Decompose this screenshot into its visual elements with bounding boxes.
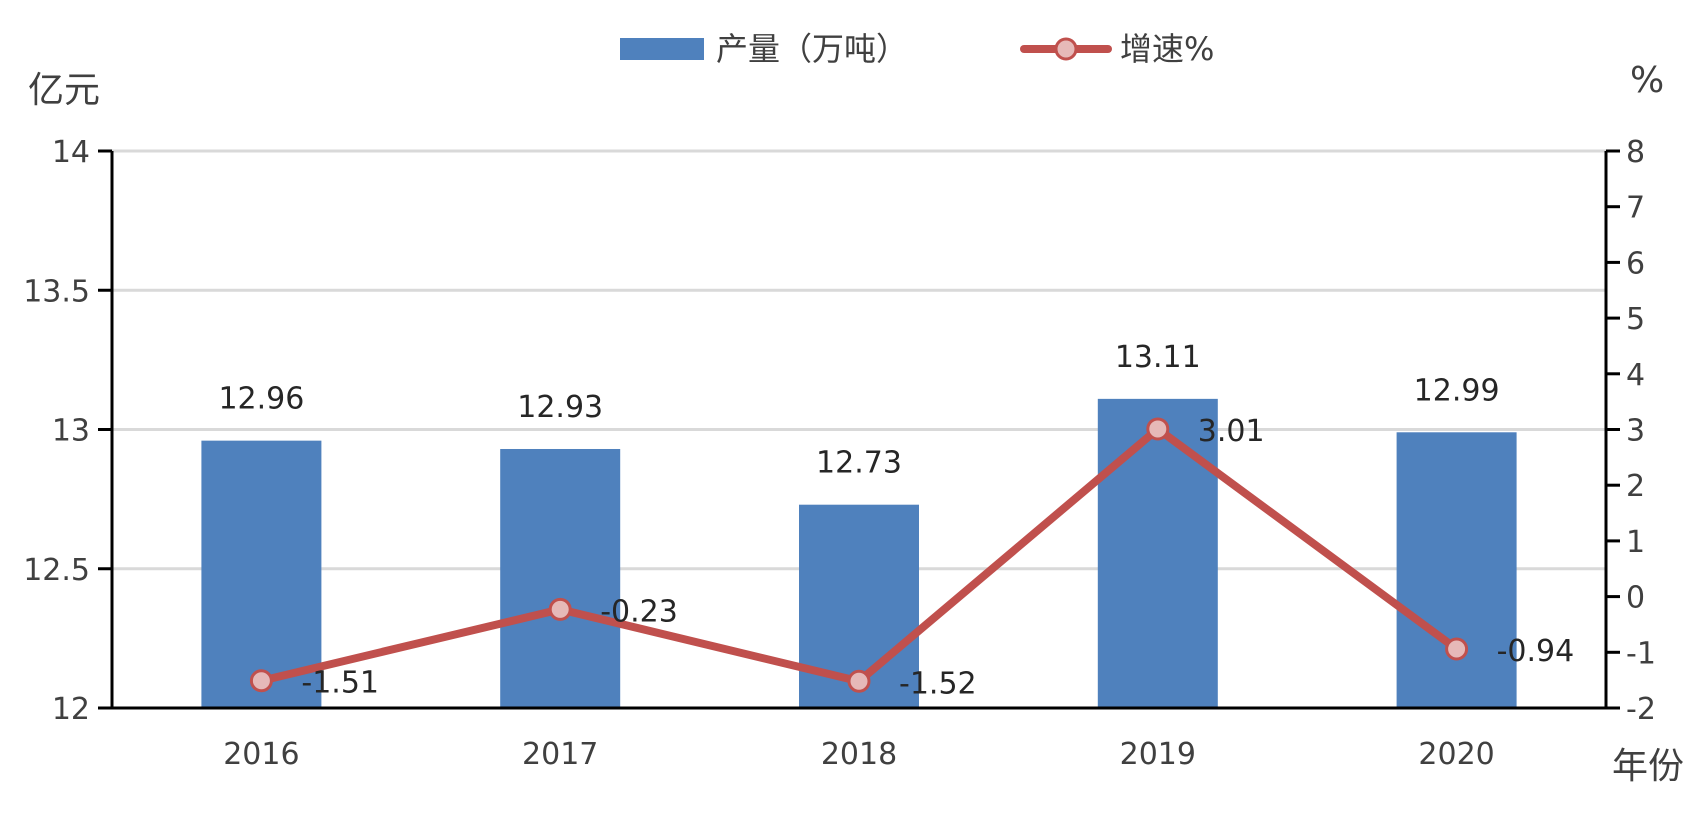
line-point (847, 669, 871, 693)
bar (1396, 432, 1517, 708)
bar (201, 440, 322, 708)
line-data-label: -1.52 (899, 666, 977, 701)
bar (500, 448, 621, 708)
y2-axis-title: % (1630, 60, 1664, 101)
y-tick-label: 12 (52, 692, 90, 727)
bar-data-label: 12.96 (218, 382, 304, 417)
y-tick-label: 12.5 (23, 553, 90, 588)
line-point (548, 597, 572, 621)
x-axis-title: 年份 (1612, 746, 1684, 787)
legend-bar-label: 产量（万吨） (716, 30, 908, 68)
y-tick-label: 13 (52, 414, 90, 449)
legend-line-label: 增速% (1120, 30, 1214, 68)
line-data-label: -0.23 (600, 594, 678, 629)
y-tick-label: 13.5 (23, 274, 90, 309)
y2-tick-label: 7 (1626, 191, 1645, 226)
y2-tick-label: 3 (1626, 414, 1645, 449)
x-tick-label: 2016 (223, 737, 299, 772)
y2-tick-label: 1 (1626, 525, 1645, 560)
line-data-label: -1.51 (301, 666, 379, 701)
y2-tick-label: 8 (1626, 135, 1645, 170)
bar-data-label: 12.99 (1414, 373, 1500, 408)
line-point (1146, 417, 1170, 441)
y2-tick-label: 5 (1626, 302, 1645, 337)
y2-tick-label: 2 (1626, 469, 1645, 504)
bar-data-label: 13.11 (1115, 340, 1201, 375)
line-point (249, 669, 273, 693)
legend-bar-swatch (620, 38, 704, 60)
x-tick-label: 2020 (1418, 737, 1494, 772)
y-tick-label: 14 (52, 135, 90, 170)
y2-tick-label: -2 (1626, 692, 1656, 727)
y2-tick-label: 4 (1626, 358, 1645, 393)
y2-tick-label: -1 (1626, 636, 1656, 671)
bar-data-label: 12.93 (517, 390, 603, 425)
bar-data-label: 12.73 (816, 446, 902, 481)
legend-line-marker (1054, 37, 1078, 61)
line-data-label: -0.94 (1497, 634, 1575, 669)
y2-tick-label: 0 (1626, 581, 1645, 616)
x-tick-label: 2019 (1120, 737, 1196, 772)
line-data-label: 3.01 (1198, 414, 1265, 449)
x-tick-label: 2018 (821, 737, 897, 772)
bar (1097, 398, 1218, 708)
line-point (1445, 637, 1469, 661)
y2-tick-label: 6 (1626, 246, 1645, 281)
x-tick-label: 2017 (522, 737, 598, 772)
y-axis-title: 亿元 (28, 70, 100, 111)
